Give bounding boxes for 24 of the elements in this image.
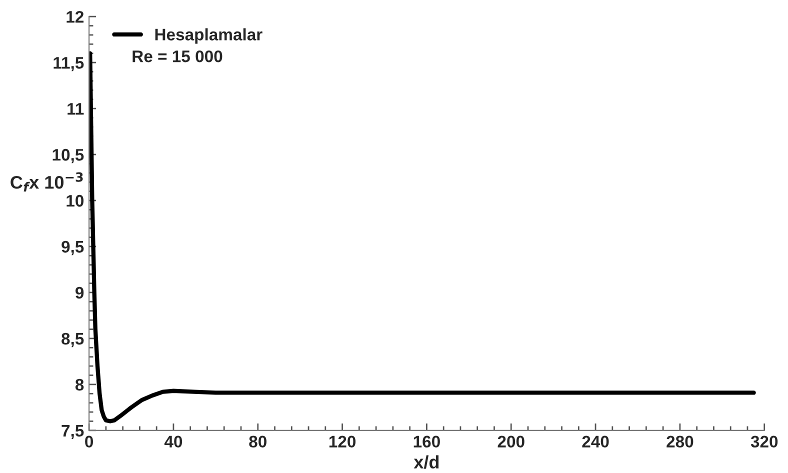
y-tick-label: 8,5 (62, 332, 84, 348)
x-tick-label: 160 (414, 436, 440, 448)
x-axis-title: x/d (414, 455, 439, 469)
y-axis-title: C$_{f}$x 10$^{−3}$ (10, 172, 83, 192)
x-tick-label: 80 (249, 436, 266, 448)
y-tick-label: 12 (66, 10, 84, 23)
x-tick-label: 40 (164, 436, 182, 448)
x-tick-label: 240 (582, 436, 609, 448)
x-tick-label: 200 (498, 436, 524, 448)
y-tick-label: 9,5 (62, 240, 84, 256)
annotation: Re = 15 000 (132, 50, 222, 62)
y-tick-label: 11,5 (54, 57, 84, 72)
legend-label: Hesaplamalar (155, 28, 262, 44)
x-tick-label: 0 (85, 436, 93, 448)
y-tick-label: 10,5 (52, 148, 84, 164)
line-series (89, 51, 756, 424)
y-tick-label: 10 (66, 194, 84, 207)
y-tick-label: 7,5 (62, 425, 84, 440)
y-tick-label: 8 (75, 378, 84, 391)
x-tick-label: 280 (666, 436, 694, 448)
x-tick-label: 320 (750, 436, 778, 448)
y-tick-label: 9 (75, 286, 84, 299)
x-tick-label: 120 (329, 436, 356, 448)
y-tick-label: 11 (68, 103, 84, 115)
